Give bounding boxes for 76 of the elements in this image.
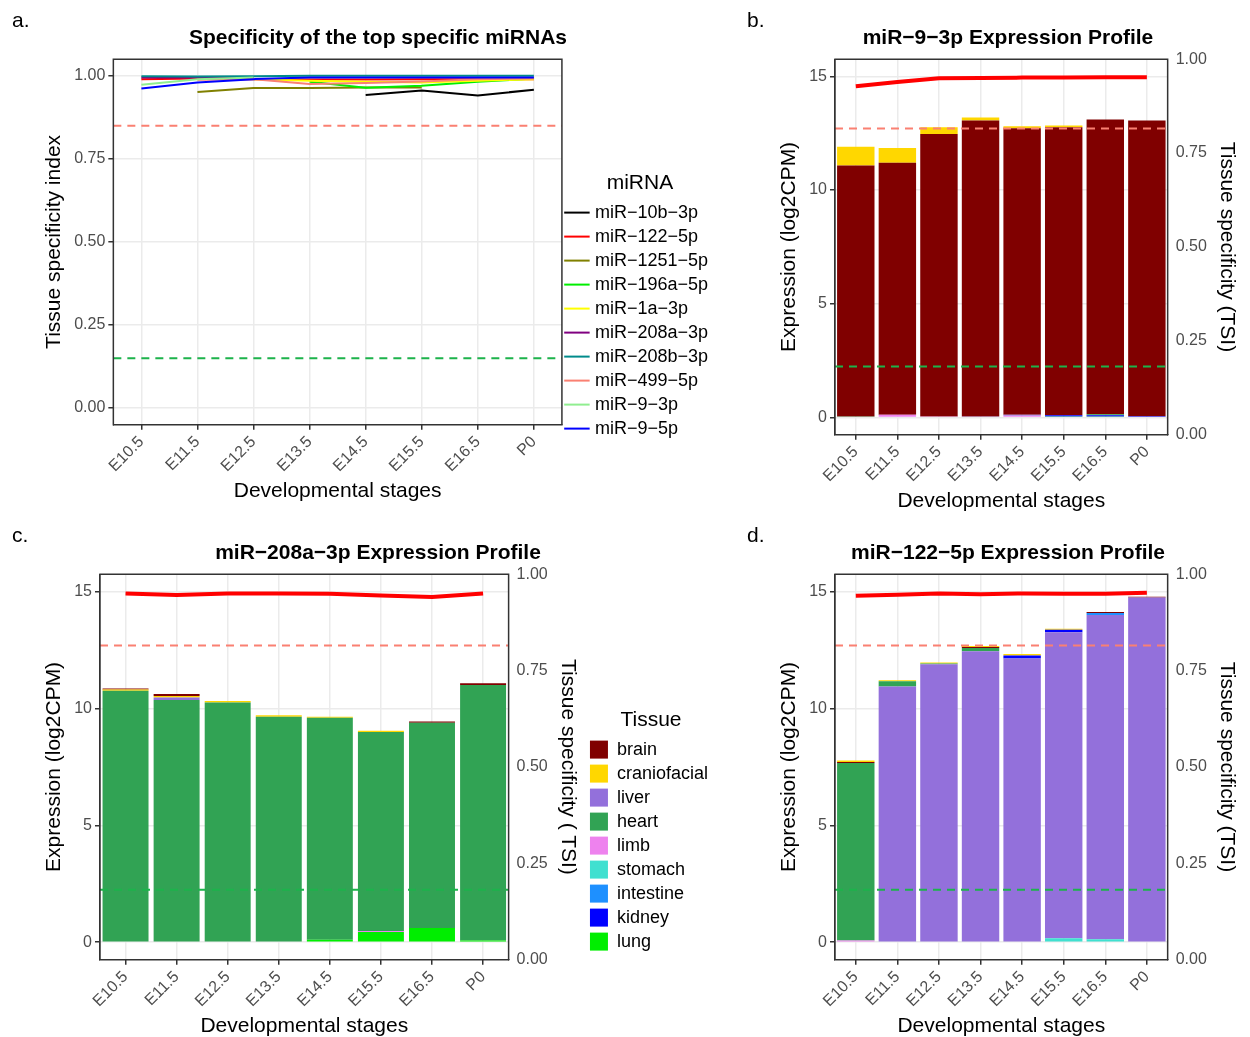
legend-label: miR−1251−5p — [594, 249, 709, 270]
x-tick-label: P0 — [462, 967, 489, 994]
y-tick-label: 0.50 — [74, 232, 106, 250]
y2-tick-label: 1.00 — [1175, 564, 1207, 582]
y2-tick-label: 0.75 — [516, 660, 548, 678]
x-axis-title: Developmental stages — [897, 488, 1106, 512]
y-tick-label: 5 — [83, 815, 93, 833]
y2-axis-title: Tissue specificity ( TSI) — [557, 658, 581, 875]
legend-label: stomach — [616, 858, 685, 879]
y2-tick-label: 0.25 — [1175, 853, 1207, 871]
text: c. — [12, 523, 29, 547]
y-tick-label: 15 — [74, 582, 93, 600]
legend-label: miR−208b−3p — [594, 345, 709, 366]
legend-label: miR−9−3p — [594, 393, 678, 414]
y-tick-label: 10 — [809, 698, 828, 716]
y-tick-label: 0 — [83, 932, 93, 950]
y-tick-label: 10 — [74, 698, 93, 716]
legend-label: brain — [616, 738, 657, 759]
y-tick-label: 5 — [818, 294, 828, 312]
y2-tick-label: 0.25 — [1175, 331, 1207, 349]
y-tick-label: 15 — [809, 582, 828, 600]
y-axis-title: Expression (log2CPM) — [776, 661, 800, 872]
legend-label: kidney — [616, 906, 669, 927]
y2-tick-label: 0.00 — [1175, 950, 1207, 968]
text: d. — [747, 523, 765, 547]
y2-tick-label: 1.00 — [1175, 49, 1207, 67]
y2-tick-label: 0.00 — [1175, 425, 1207, 443]
y2-axis-title: Tissue specificity (TSI) — [1216, 661, 1240, 873]
y2-tick-label: 0.25 — [516, 853, 548, 871]
y-axis-title: Expression (log2CPM) — [41, 661, 65, 872]
legend-label: limb — [616, 834, 650, 855]
y-tick-label: 5 — [818, 815, 828, 833]
legend-label: miR−122−5p — [594, 225, 698, 246]
y2-tick-label: 0.75 — [1175, 660, 1207, 678]
y-axis-title: Tissue specificity index — [41, 134, 65, 349]
y-tick-label: 0 — [818, 408, 828, 425]
y2-tick-label: 1.00 — [516, 564, 548, 582]
y-tick-label: 0 — [818, 932, 828, 950]
legend-label: miR−208a−3p — [594, 321, 709, 342]
y2-tick-label: 0.00 — [516, 950, 548, 968]
x-axis-title: Developmental stages — [233, 478, 442, 502]
y2-tick-label: 0.75 — [1175, 143, 1207, 161]
x-tick-label: P0 — [1126, 442, 1153, 469]
y-axis-title: Expression (log2CPM) — [776, 141, 800, 352]
y2-tick-label: 0.50 — [516, 757, 548, 775]
legend-title: miRNA — [606, 169, 674, 193]
legend-label: heart — [616, 810, 658, 831]
y-tick-label: 10 — [809, 180, 828, 198]
y2-tick-label: 0.50 — [1175, 237, 1207, 255]
chart-title: miR−9−3p Expression Profile — [862, 25, 1154, 49]
y2-axis-title: Tissue specificity (TSI) — [1216, 141, 1240, 353]
x-tick-label: P0 — [513, 432, 540, 459]
x-axis-title: Developmental stages — [897, 1013, 1106, 1037]
legend-label: miR−10b−3p — [594, 201, 698, 222]
chart-title: Specificity of the top specific miRNAs — [188, 25, 568, 49]
chart-title: miR−122−5p Expression Profile — [851, 540, 1165, 564]
legend-label: miR−499−5p — [594, 369, 698, 390]
chart-title: miR−208a−3p Expression Profile — [215, 540, 541, 564]
x-axis-title: Developmental stages — [200, 1013, 409, 1037]
legend-title: Tissue — [620, 706, 682, 730]
legend-label: intestine — [616, 882, 684, 903]
text: a. — [12, 8, 30, 32]
y-tick-label: 0.25 — [74, 315, 106, 333]
legend-label: miR−196a−5p — [594, 273, 709, 294]
y-tick-label: 0.00 — [74, 398, 106, 416]
legend-label: craniofacial — [616, 762, 708, 783]
y2-tick-label: 0.50 — [1175, 757, 1207, 775]
text: b. — [747, 8, 765, 32]
legend-label: lung — [616, 930, 651, 951]
legend-label: miR−1a−3p — [594, 297, 688, 318]
x-tick-label: P0 — [1126, 967, 1153, 994]
y-tick-label: 15 — [809, 66, 828, 84]
y-tick-label: 0.75 — [74, 149, 106, 167]
y-tick-label: 1.00 — [74, 66, 106, 84]
legend-label: miR−9−5p — [594, 417, 678, 438]
legend-label: liver — [616, 786, 650, 807]
